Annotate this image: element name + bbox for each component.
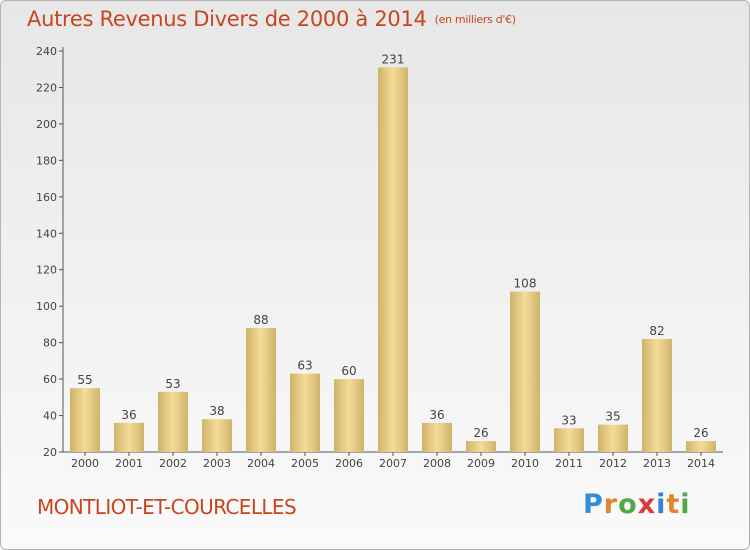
bar	[510, 291, 540, 452]
x-tick-label: 2003	[203, 457, 231, 470]
data-label: 82	[649, 324, 664, 338]
y-tick-label: 80	[43, 337, 57, 350]
bar	[202, 419, 232, 452]
x-tick-label: 2011	[555, 457, 583, 470]
x-tick-label: 2009	[467, 457, 495, 470]
y-tick-label: 40	[43, 410, 57, 423]
chart-title-text: Autres Revenus Divers de 2000 à 2014	[27, 7, 427, 31]
logo-letter: x	[637, 489, 657, 520]
logo-letter: i	[680, 489, 691, 520]
bars: 55 36 53 38 88 63 60 231 36 26 108 33 35 82 26	[70, 52, 716, 453]
x-tick-label: 2001	[115, 457, 143, 470]
bar	[642, 338, 672, 452]
chart-unit-note: (en milliers d'€)	[434, 13, 516, 26]
x-tick-label: 2000	[71, 457, 99, 470]
data-label: 26	[693, 426, 708, 440]
x-axis: 2000 2001 2002 2003 2004 2005 2006 2007 2008 2009…	[63, 451, 723, 470]
data-label: 26	[473, 426, 488, 440]
bar	[422, 422, 452, 452]
data-label: 36	[121, 408, 136, 422]
x-tick-label: 2014	[687, 457, 715, 470]
data-label: 53	[165, 377, 180, 391]
y-tick-label: 60	[43, 373, 57, 386]
bar	[466, 441, 496, 452]
y-axis: 20 40 60 80 100 120 140 160 180 200 220 240	[36, 45, 64, 459]
data-label: 36	[429, 408, 444, 422]
data-label: 231	[382, 52, 405, 66]
y-tick-label: 160	[36, 191, 57, 204]
data-label: 33	[561, 413, 576, 427]
x-tick-label: 2006	[335, 457, 363, 470]
y-tick-label: 200	[36, 118, 57, 131]
y-tick-label: 140	[36, 227, 57, 240]
data-label: 108	[514, 277, 537, 291]
bar	[598, 424, 628, 452]
bar	[378, 67, 408, 453]
commune-name: MONTLIOT-ET-COURCELLES	[37, 495, 297, 519]
x-tick-label: 2007	[379, 457, 407, 470]
y-tick-label: 20	[43, 446, 57, 459]
x-tick-label: 2005	[291, 457, 319, 470]
y-tick-label: 100	[36, 300, 57, 313]
data-label: 60	[341, 364, 356, 378]
logo-letter: r	[603, 489, 619, 520]
x-tick-label: 2013	[643, 457, 671, 470]
data-label: 63	[297, 359, 312, 373]
x-tick-label: 2008	[423, 457, 451, 470]
y-tick-label: 180	[36, 154, 57, 167]
proxiti-logo: Proxiti	[583, 489, 691, 520]
x-tick-label: 2002	[159, 457, 187, 470]
y-tick-label: 220	[36, 81, 57, 94]
x-tick-label: 2004	[247, 457, 275, 470]
bar	[334, 379, 364, 452]
data-label: 35	[605, 410, 620, 424]
logo-letter: o	[618, 489, 638, 520]
bar	[114, 422, 144, 452]
bar	[290, 373, 320, 452]
logo-letter: t	[666, 489, 681, 520]
x-tick-label: 2012	[599, 457, 627, 470]
logo-letter: i	[656, 489, 667, 520]
bar	[686, 441, 716, 452]
data-label: 38	[209, 404, 224, 418]
y-tick-label: 120	[36, 264, 57, 277]
bar	[246, 328, 276, 452]
x-tick-label: 2010	[511, 457, 539, 470]
y-tick-label: 240	[36, 45, 57, 58]
bar	[554, 428, 584, 452]
bar	[158, 391, 188, 452]
chart-title: Autres Revenus Divers de 2000 à 2014 (en …	[27, 7, 516, 31]
bar	[70, 388, 100, 452]
data-label: 88	[253, 313, 268, 327]
data-label: 55	[77, 373, 92, 387]
logo-letter: P	[583, 489, 604, 520]
